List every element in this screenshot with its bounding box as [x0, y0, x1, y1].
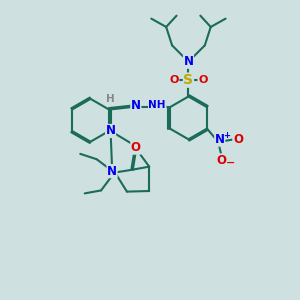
Text: H: H	[106, 94, 115, 104]
Text: NH: NH	[148, 100, 166, 110]
Text: N: N	[106, 124, 116, 137]
Text: +: +	[223, 131, 230, 140]
Text: −: −	[226, 158, 235, 168]
Text: O: O	[198, 75, 207, 85]
Text: N: N	[215, 133, 225, 146]
Text: O: O	[131, 141, 141, 154]
Text: O: O	[217, 154, 227, 167]
Text: O: O	[169, 75, 179, 85]
Text: O: O	[233, 133, 243, 146]
Text: S: S	[183, 73, 194, 87]
Text: N: N	[107, 165, 117, 178]
Text: N: N	[183, 55, 194, 68]
Text: N: N	[131, 99, 141, 112]
